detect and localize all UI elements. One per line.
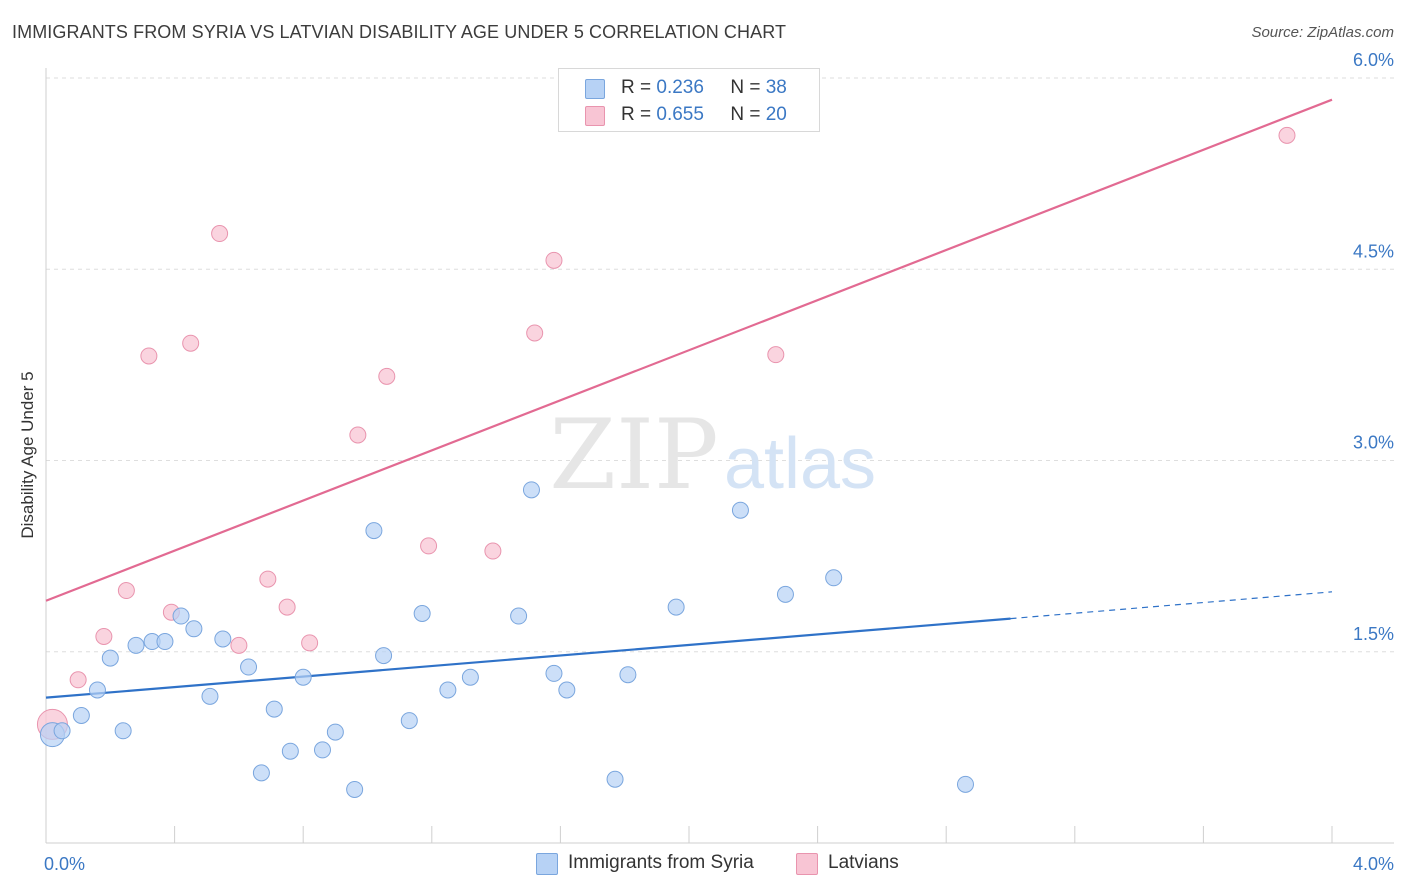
data-point-syria: [114, 722, 132, 740]
data-point-syria: [510, 607, 528, 625]
legend-r-label: R =: [621, 104, 652, 125]
data-point-syria: [185, 620, 203, 638]
data-point-syria: [156, 633, 174, 651]
data-point-syria: [265, 700, 283, 718]
chart-title: IMMIGRANTS FROM SYRIA VS LATVIAN DISABIL…: [12, 22, 787, 42]
x-tick-label: 0.0%: [44, 854, 85, 874]
data-point-latvians: [95, 627, 113, 645]
data-point-latvians: [230, 636, 248, 654]
data-point-syria: [439, 681, 457, 699]
data-point-syria: [252, 764, 270, 782]
data-point-syria: [53, 722, 71, 740]
axes: [45, 68, 1394, 844]
legend-r-label: R =: [621, 77, 652, 98]
data-point-latvians: [1278, 126, 1296, 144]
data-point-syria: [72, 707, 90, 724]
data-point-syria: [201, 687, 219, 705]
data-point-syria: [240, 658, 258, 676]
data-point-syria: [313, 741, 331, 759]
data-point-syria: [214, 630, 232, 648]
data-point-latvians: [420, 537, 438, 555]
watermark: ZIP atlas: [549, 399, 876, 511]
tick-labels: 1.5% 3.0% 4.5% 6.0% 0.0% 4.0%: [44, 50, 1394, 874]
y-tick-label: 6.0%: [1353, 50, 1394, 70]
legend-swatch-blue: [585, 79, 605, 99]
trend-lines: [45, 98, 1333, 699]
correlation-legend: R = 0.236 N = 38 R = 0.655 N = 20: [558, 68, 820, 132]
legend-swatch-pink: [585, 106, 605, 126]
y-tick-label: 4.5%: [1353, 241, 1394, 261]
data-point-syria: [776, 585, 794, 603]
data-point-syria: [375, 647, 393, 665]
bottom-legend-swatch-blue: [536, 853, 558, 875]
data-point-syria: [667, 598, 685, 616]
data-point-syria: [461, 668, 479, 686]
bottom-legend-swatch-pink: [796, 853, 818, 875]
legend-r-value: 0.655: [656, 104, 704, 125]
data-point-syria: [172, 607, 190, 625]
trend-line-syria-extension: [1010, 591, 1333, 620]
data-point-latvians: [378, 367, 396, 385]
data-point-syria: [558, 681, 576, 699]
data-point-latvians: [182, 334, 200, 352]
data-point-syria: [606, 770, 624, 788]
grid-lines: [46, 77, 1394, 653]
legend-n-label: N =: [730, 77, 761, 98]
data-point-syria: [731, 501, 749, 519]
data-point-syria: [127, 636, 145, 654]
data-point-syria: [545, 664, 563, 682]
data-point-latvians: [484, 542, 502, 560]
bottom-legend-label: Latvians: [828, 852, 899, 873]
legend-n-value: 38: [765, 77, 787, 98]
data-point-syria: [101, 649, 119, 667]
data-point-latvians: [211, 225, 229, 243]
data-point-syria: [825, 569, 843, 587]
legend-n-value: 20: [765, 104, 787, 125]
data-point-syria: [326, 723, 344, 741]
data-point-latvians: [301, 634, 319, 652]
watermark-atlas: atlas: [724, 424, 876, 504]
data-point-syria: [365, 522, 383, 540]
data-point-latvians: [259, 570, 277, 588]
data-point-latvians: [117, 582, 135, 600]
data-point-syria: [294, 668, 312, 686]
trend-line-latvians: [45, 98, 1333, 602]
x-tick-label: 4.0%: [1353, 854, 1394, 874]
y-tick-label: 3.0%: [1353, 433, 1394, 453]
data-point-latvians: [140, 347, 158, 365]
data-point-syria: [88, 681, 106, 699]
data-point-latvians: [767, 346, 785, 364]
data-point-latvians: [526, 324, 544, 342]
data-point-syria: [281, 742, 299, 760]
data-point-syria: [956, 775, 974, 793]
data-point-latvians: [69, 671, 87, 689]
source-label: Source: ZipAtlas.com: [1251, 24, 1394, 41]
data-point-syria: [522, 481, 540, 499]
data-point-latvians: [349, 426, 367, 444]
data-point-syria: [619, 666, 637, 684]
y-tick-label: 1.5%: [1353, 624, 1394, 644]
legend-n-label: N =: [730, 104, 761, 125]
data-point-syria: [413, 605, 431, 622]
bottom-legend-label: Immigrants from Syria: [568, 852, 754, 873]
data-point-latvians: [545, 251, 563, 269]
trend-line-syria: [45, 617, 1011, 699]
data-point-latvians: [278, 598, 296, 616]
data-point-syria: [400, 712, 418, 730]
watermark-zip: ZIP: [549, 399, 718, 511]
data-points: [36, 126, 1296, 798]
legend-r-value: 0.236: [656, 77, 704, 98]
data-point-syria: [346, 780, 364, 798]
y-axis-label: Disability Age Under 5: [18, 371, 37, 539]
